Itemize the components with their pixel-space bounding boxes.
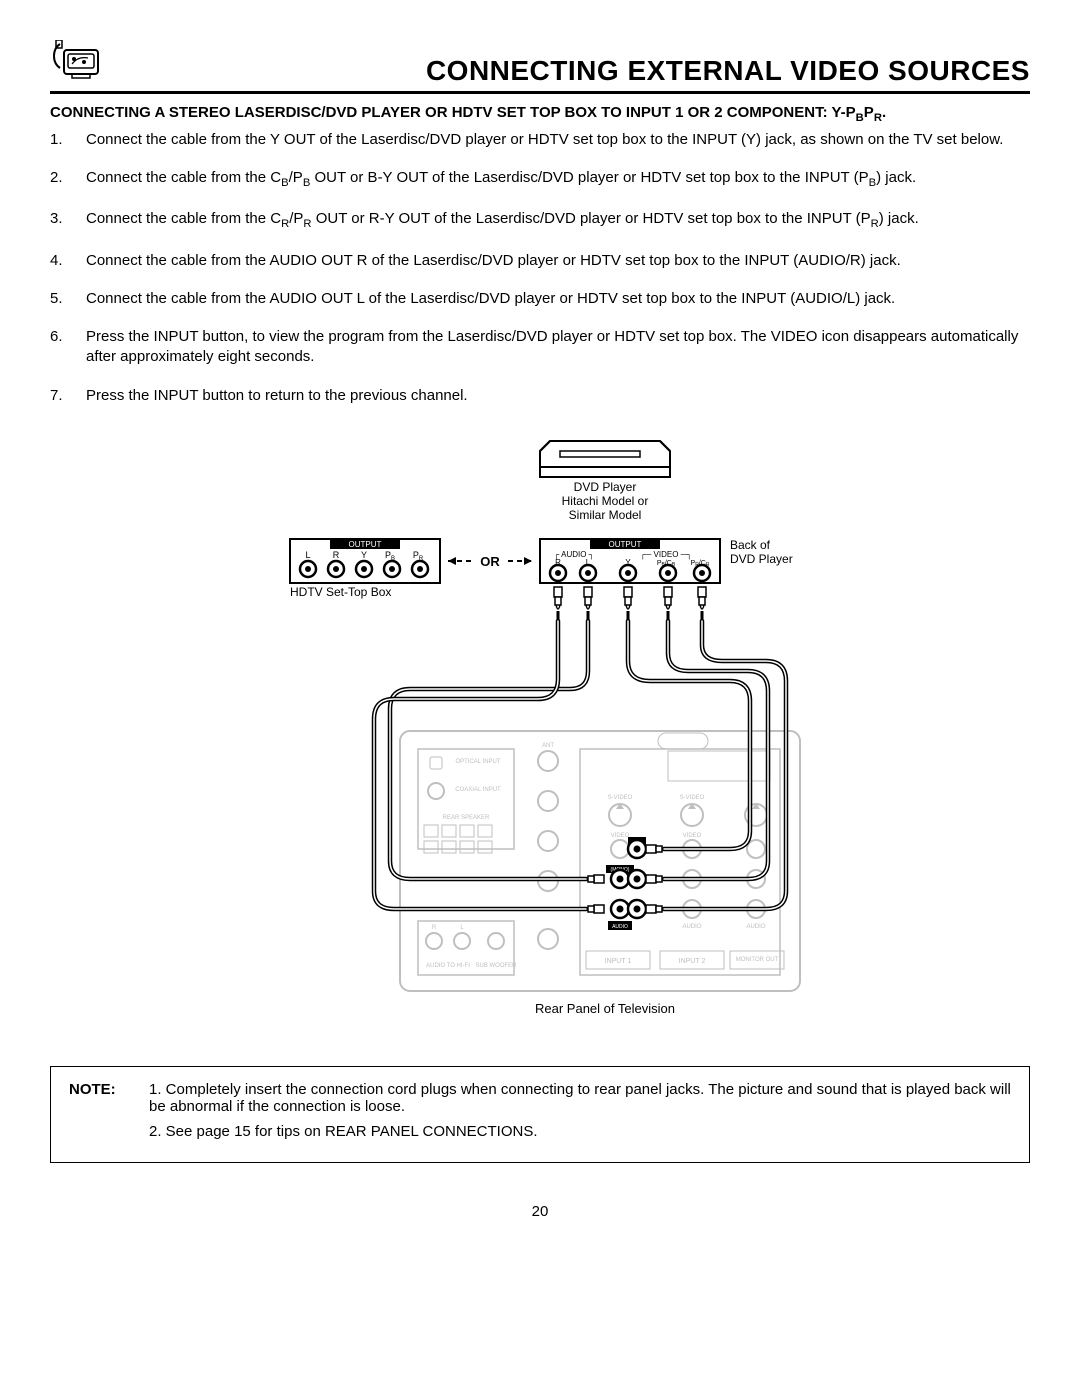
- hdtv-output-box: OUTPUT L R Y PB PR: [290, 539, 440, 583]
- svg-text:AUDIO: AUDIO: [612, 924, 628, 930]
- instruction-list: 1. Connect the cable from the Y OUT of t…: [50, 130, 1030, 406]
- step-2: 2. Connect the cable from the CB/PB OUT …: [50, 168, 1030, 191]
- svg-text:L: L: [305, 550, 310, 560]
- svg-text:MONITOR OUT: MONITOR OUT: [736, 957, 779, 963]
- svg-text:OR: OR: [480, 554, 500, 569]
- svg-text:PR/CR: PR/CR: [691, 560, 710, 568]
- svg-text:PB/CB: PB/CB: [657, 560, 676, 568]
- svg-text:VIDEO: VIDEO: [611, 833, 630, 839]
- dvd-label-2: Hitachi Model or: [562, 494, 649, 508]
- svg-text:S-VIDEO: S-VIDEO: [680, 795, 705, 801]
- svg-text:AUDIO TO HI-FI: AUDIO TO HI-FI: [426, 963, 470, 969]
- tv-rear-panel: OPTICAL INPUT COAXIAL INPUT REAR SPEAKER…: [400, 731, 800, 991]
- hdtv-label: HDTV Set-Top Box: [290, 585, 391, 599]
- note-label: NOTE:: [69, 1081, 149, 1148]
- step-7: 7. Press the INPUT button to return to t…: [50, 386, 1030, 406]
- svg-text:VIDEO: VIDEO: [683, 833, 702, 839]
- or-label: OR: [448, 554, 532, 569]
- svg-text:Back of: Back of: [730, 538, 771, 552]
- dvd-player-icon: [540, 441, 670, 477]
- step-5: 5. Connect the cable from the AUDIO OUT …: [50, 289, 1030, 309]
- svg-text:R: R: [432, 925, 437, 931]
- svg-text:R: R: [333, 550, 340, 560]
- page-header: CONNECTING EXTERNAL VIDEO SOURCES: [50, 40, 1030, 94]
- svg-text:Y: Y: [361, 550, 367, 560]
- note-items: 1. Completely insert the connection cord…: [149, 1081, 1011, 1148]
- page-title: CONNECTING EXTERNAL VIDEO SOURCES: [105, 55, 1030, 87]
- note-box: NOTE: 1. Completely insert the connectio…: [50, 1066, 1030, 1163]
- svg-text:OUTPUT: OUTPUT: [609, 540, 642, 549]
- cable-plugs: [554, 587, 706, 621]
- svg-text:AUDIO: AUDIO: [746, 924, 765, 930]
- subheading: CONNECTING A STEREO LASERDISC/DVD PLAYER…: [50, 104, 1030, 124]
- rear-panel-caption: Rear Panel of Television: [535, 1001, 675, 1016]
- svg-text:S-VIDEO: S-VIDEO: [608, 795, 633, 801]
- step-4: 4. Connect the cable from the AUDIO OUT …: [50, 251, 1030, 271]
- step-3: 3. Connect the cable from the CR/PR OUT …: [50, 209, 1030, 232]
- connection-diagram: DVD Player Hitachi Model or Similar Mode…: [50, 431, 1030, 1036]
- svg-text:DVD Player: DVD Player: [730, 552, 793, 566]
- svg-text:R: R: [555, 558, 561, 567]
- step-6: 6. Press the INPUT button, to view the p…: [50, 327, 1030, 368]
- svg-text:OUTPUT: OUTPUT: [349, 540, 382, 549]
- svg-text:SUB WOOFER: SUB WOOFER: [475, 963, 517, 969]
- svg-text:COAXIAL INPUT: COAXIAL INPUT: [455, 787, 501, 793]
- active-input1-jacks: [588, 840, 662, 918]
- tv-plug-icon: [50, 40, 105, 87]
- svg-text:INPUT 1: INPUT 1: [605, 958, 632, 965]
- page-number: 20: [50, 1203, 1030, 1220]
- dvd-label-1: DVD Player: [574, 480, 637, 494]
- svg-text:Y: Y: [625, 558, 631, 567]
- note-item-1: 1. Completely insert the connection cord…: [149, 1081, 1011, 1115]
- svg-text:┌─ VIDEO ─┐: ┌─ VIDEO ─┐: [640, 550, 692, 560]
- svg-text:INPUT 2: INPUT 2: [679, 958, 706, 965]
- svg-text:L: L: [586, 558, 591, 567]
- svg-text:REAR SPEAKER: REAR SPEAKER: [443, 815, 490, 821]
- dvd-output-box: OUTPUT ┌ AUDIO ┐ ┌─ VIDEO ─┐ R L Y PB/CB…: [540, 539, 720, 583]
- svg-text:OPTICAL INPUT: OPTICAL INPUT: [455, 759, 500, 765]
- dvd-label-3: Similar Model: [569, 508, 642, 522]
- svg-text:AUDIO: AUDIO: [682, 924, 701, 930]
- svg-text:ANT: ANT: [542, 743, 554, 749]
- svg-text:L: L: [460, 925, 464, 931]
- step-1: 1. Connect the cable from the Y OUT of t…: [50, 130, 1030, 150]
- note-item-2: 2. See page 15 for tips on REAR PANEL CO…: [149, 1123, 1011, 1140]
